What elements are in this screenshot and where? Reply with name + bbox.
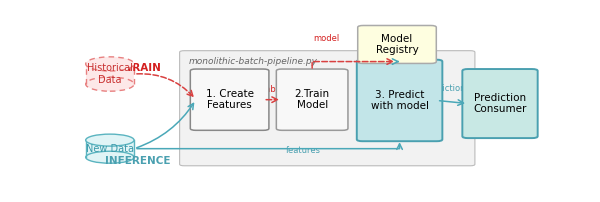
Text: Historical
Data: Historical Data [87, 63, 133, 85]
Text: features: features [286, 146, 320, 155]
Ellipse shape [86, 57, 134, 71]
FancyBboxPatch shape [277, 69, 348, 130]
Ellipse shape [86, 77, 134, 91]
Text: TRAIN: TRAIN [126, 63, 162, 73]
Ellipse shape [86, 151, 134, 163]
Polygon shape [86, 140, 134, 157]
Text: 3. Predict
with model: 3. Predict with model [371, 90, 428, 111]
Text: 2.Train
Model: 2.Train Model [295, 89, 330, 110]
Text: features/labels: features/labels [226, 85, 289, 94]
Text: Prediction
Consumer: Prediction Consumer [473, 93, 527, 114]
Text: New Data: New Data [86, 144, 134, 154]
Ellipse shape [86, 134, 134, 146]
Text: monolithic-batch-pipeline.py: monolithic-batch-pipeline.py [189, 57, 318, 66]
Text: Model
Registry: Model Registry [376, 34, 418, 55]
Text: INFERENCE: INFERENCE [105, 156, 170, 166]
FancyBboxPatch shape [190, 69, 269, 130]
FancyBboxPatch shape [179, 51, 475, 166]
FancyBboxPatch shape [357, 60, 442, 141]
Text: predictions: predictions [424, 84, 470, 93]
FancyBboxPatch shape [463, 69, 538, 138]
Text: model: model [313, 34, 339, 43]
FancyBboxPatch shape [358, 25, 436, 63]
Polygon shape [86, 64, 134, 84]
Text: model: model [388, 58, 413, 67]
Text: 1. Create
Features: 1. Create Features [206, 89, 254, 110]
